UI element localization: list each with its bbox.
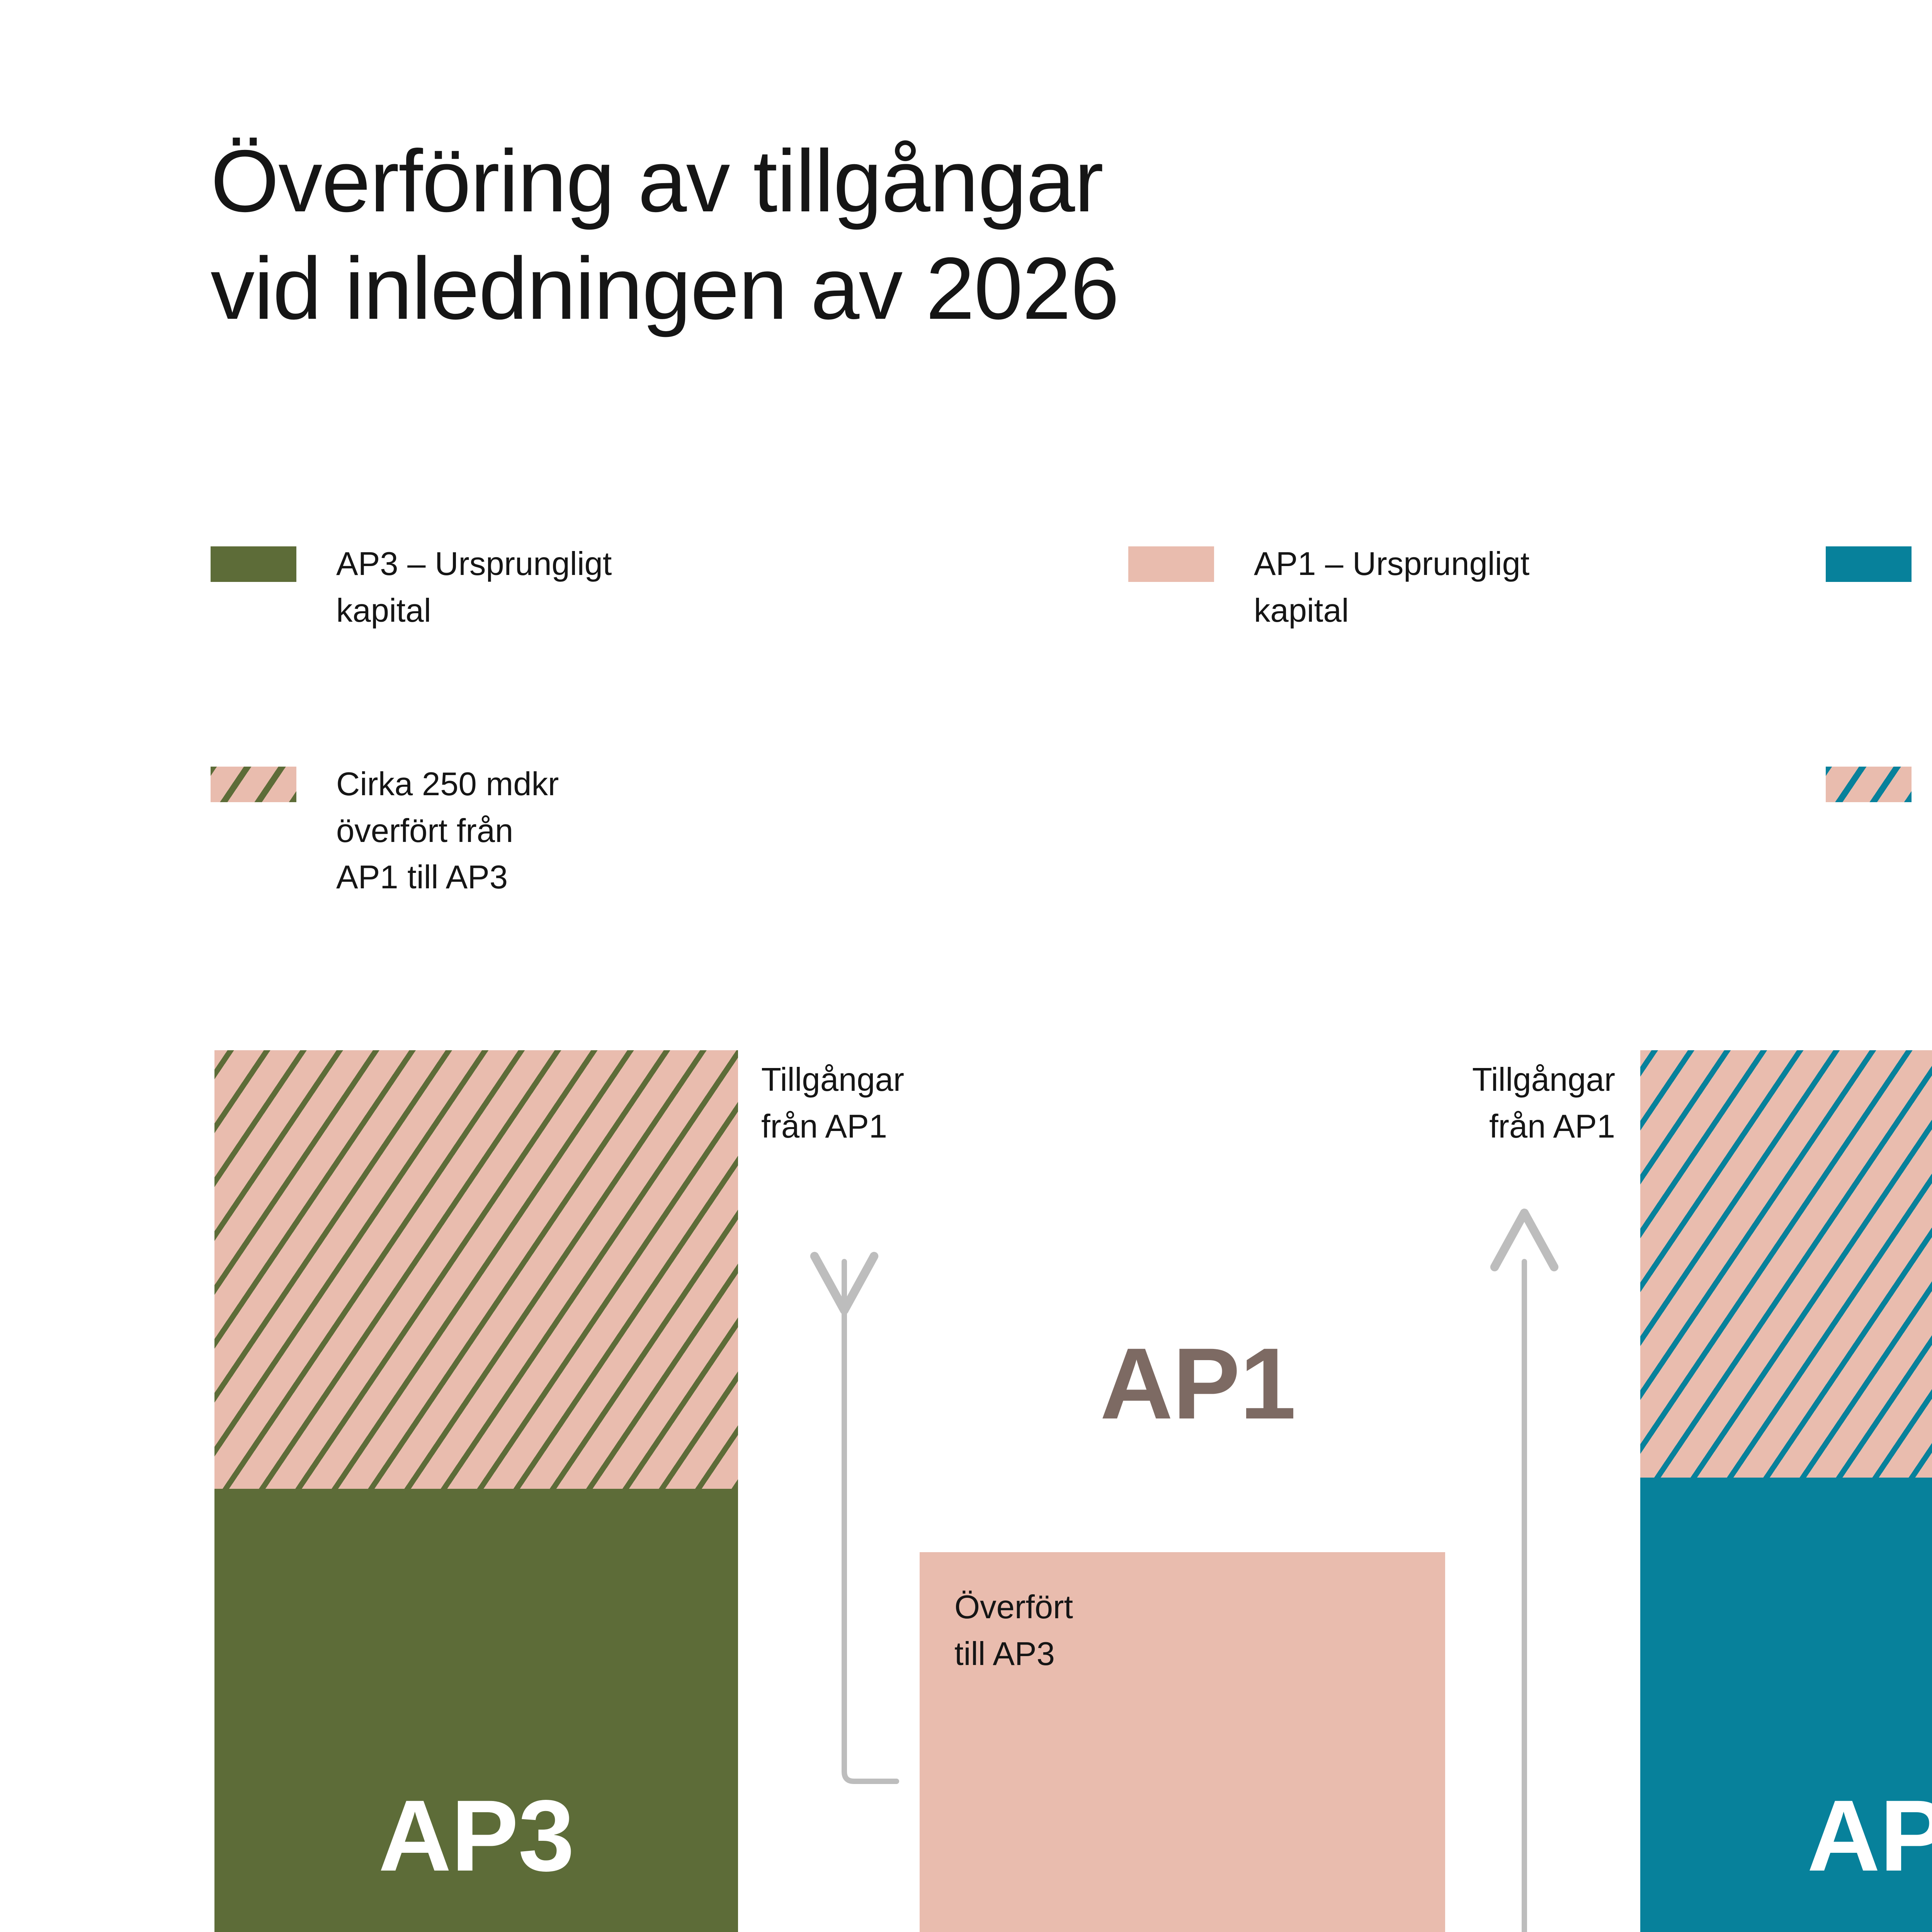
ap3-callout-label: Tillgångar från AP1: [761, 1061, 905, 1145]
legend-swatch-solid-green-icon: [211, 546, 296, 582]
ap1-title: AP1: [1100, 1327, 1296, 1440]
legend-swatch-hatch-green-icon: [211, 767, 296, 802]
ap3-original-capital-segment: [214, 1489, 738, 1932]
ap3-bar-label: AP3: [378, 1779, 575, 1892]
legend-swatch-solid-pink-icon: [1128, 546, 1214, 582]
legend-item: Cirka 250 mdkr överfört från AP1 till AP…: [1826, 761, 1932, 850]
legend-swatch-hatch-teal-icon: [1826, 767, 1912, 802]
ap1-to-ap3-label: Överfört till AP3: [954, 1589, 1073, 1672]
legend-column-ap4: AP4 – Ursprungligt kapital Cirka 250 mdk…: [1826, 541, 1932, 850]
legend-item: AP1 – Ursprungligt kapital: [1128, 541, 1708, 630]
ap4-original-capital-segment: [1640, 1478, 1932, 1932]
ap4-transferred-segment: [1640, 1050, 1932, 1478]
legend-column-ap1: AP1 – Ursprungligt kapital: [1128, 541, 1708, 630]
ap4-callout-label: Tillgångar från AP1: [1472, 1061, 1615, 1145]
legend-item-label: Cirka 250 mdkr överfört från AP1 till AP…: [336, 766, 559, 896]
ap1-to-ap3-segment: [920, 1552, 1445, 1932]
legend-item: AP3 – Ursprungligt kapital: [211, 541, 790, 630]
legend-swatch-solid-teal-icon: [1826, 546, 1912, 582]
page-title: Överföring av tillgångar vid inledningen…: [211, 132, 1119, 338]
arrow-ap1-to-ap3: [810, 1252, 899, 1784]
legend-item: Cirka 250 mdkr överfört från AP1 till AP…: [211, 761, 790, 896]
legend-item: AP4 – Ursprungligt kapital: [1826, 541, 1932, 630]
legend-column-ap3: AP3 – Ursprungligt kapital Cirka 250 mdk…: [211, 541, 790, 896]
ap4-bar-label: AP4: [1807, 1779, 1932, 1892]
arrow-ap1-to-ap4: [1490, 1208, 1559, 1932]
ap3-transferred-segment: [214, 1050, 738, 1489]
legend-item-label: AP3 – Ursprungligt kapital: [336, 546, 612, 629]
legend-item-label: AP1 – Ursprungligt kapital: [1254, 546, 1530, 629]
